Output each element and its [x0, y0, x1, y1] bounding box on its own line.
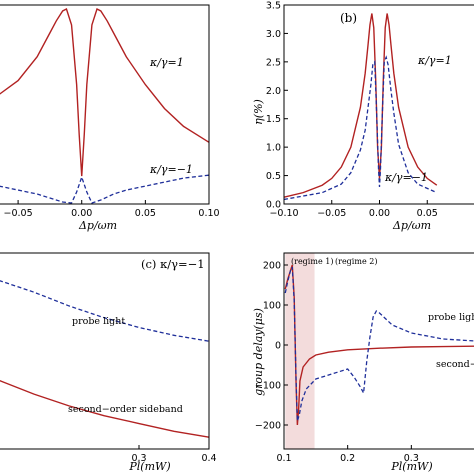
- panel-3-xtick-label: 0.1: [276, 453, 291, 464]
- panel-0-xtick-label: 0.05: [135, 208, 156, 219]
- panel-b-annotation-kappa-1: κ/γ=1: [417, 54, 452, 67]
- panel-a-series-kappa-1: [0, 7, 210, 177]
- panel-b-series-kappa-minus-1: [283, 55, 438, 201]
- panel-3-ytick-label: 100: [263, 301, 281, 312]
- panel-c-xlabel: Pl(mW): [128, 460, 170, 473]
- panel-1-ytick-label: 0.5: [266, 171, 281, 182]
- panel-c-annotation-second-order-sideband: second−order sideband: [68, 404, 183, 415]
- panel-c: (c) κ/γ=−1 probe light second−order side…: [0, 257, 210, 473]
- panel-1-ytick-label: 3.0: [266, 29, 281, 40]
- panel-3-xtick-label: 0.2: [340, 453, 355, 464]
- panel-d-annotation-regime-2: (regime 2): [335, 257, 377, 266]
- panel-1-ytick-label: 0.0: [266, 200, 281, 211]
- panel-b-label: (b): [340, 11, 357, 25]
- panel-3-ytick-label: 0: [275, 341, 281, 352]
- panel-1-ytick-label: 3.5: [266, 1, 281, 12]
- panel-3-frame: [283, 252, 474, 450]
- panel-1-xtick-label: 0.00: [369, 208, 390, 219]
- panel-2-xtick-label: 0.3: [131, 453, 146, 464]
- panel-d-xlabel: Pl(mW): [390, 460, 432, 473]
- panel-d: (regime 1) (regime 2) probe light second…: [252, 257, 474, 473]
- panel-3-ytick-label: −100: [255, 381, 281, 392]
- panel-3-ytick-label: 200: [263, 261, 281, 272]
- panel-2-xtick-label: 0.4: [201, 453, 216, 464]
- panel-1-xtick-label: −0.10: [269, 208, 298, 219]
- panel-c-label: (c) κ/γ=−1: [141, 257, 205, 271]
- panel-0-xtick-label: −0.05: [4, 208, 33, 219]
- panel-c-annotation-probe-light: probe light: [72, 316, 125, 327]
- panel-0-frame: [0, 4, 210, 205]
- panel-d-series-probe-light: [284, 266, 474, 422]
- panel-1-ytick-label: 2.0: [266, 86, 281, 97]
- panel-3-ytick-label: −200: [255, 421, 281, 432]
- panel-a: κ/γ=1 κ/γ=−1 Δp/ωm: [0, 7, 210, 232]
- panel-1-xtick-label: 0.05: [417, 208, 438, 219]
- panel-a-annotation-kappa-1: κ/γ=1: [149, 56, 184, 69]
- panel-a-annotation-kappa-minus-1: κ/γ=−1: [149, 163, 193, 176]
- panel-d-ylabel: group delay(μs): [252, 308, 265, 396]
- panel-c-series-probe-light: [0, 280, 210, 342]
- panel-b-ylabel: η(%): [252, 99, 265, 125]
- shaded-region-regime-1: [285, 253, 315, 449]
- panel-d-annotation-regime-1: (regime 1): [291, 257, 333, 266]
- panel-0-xtick-label: 0.00: [71, 208, 92, 219]
- panel-2-frame: [0, 252, 210, 450]
- panel-1-ytick-label: 1.0: [266, 143, 281, 154]
- panel-b-xlabel: Δp/ωm: [392, 219, 431, 232]
- panel-b-series-kappa-1: [283, 13, 438, 198]
- axes-layer: −0.05 0.00 0.05 0.10 −0.10 −0.05 0.00 0.050.00.…: [0, 1, 474, 464]
- panel-b-annotation-kappa-minus-1: κ/γ=−1: [384, 171, 428, 184]
- panel-d-annotation-probe-light: probe light: [428, 312, 474, 323]
- panel-c-series-second-order-sideband: [0, 380, 210, 438]
- panel-1-ytick-label: 2.5: [266, 57, 281, 68]
- panel-1-xtick-label: −0.05: [317, 208, 346, 219]
- panel-1-ytick-label: 1.5: [266, 114, 281, 125]
- panel-a-series-kappa-minus-1: [0, 174, 210, 204]
- panel-b: (b) κ/γ=1 κ/γ=−1 Δp/ωm η(%): [252, 11, 452, 232]
- panel-0-xtick-label: 0.10: [198, 208, 219, 219]
- panel-a-xlabel: Δp/ωm: [78, 219, 117, 232]
- panel-d-annotation-second-order-sideband: second−order sideband: [436, 359, 474, 370]
- panel-3-xtick-label: 0.3: [404, 453, 419, 464]
- panel-d-series-second-order-sideband: [284, 264, 474, 426]
